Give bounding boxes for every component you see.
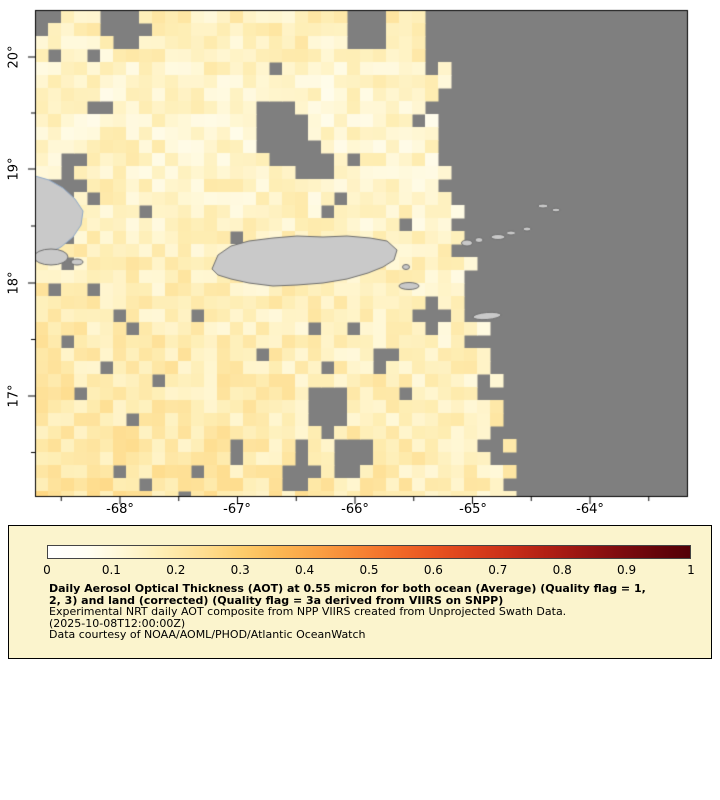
x-axis-label-minus67deg: -67°	[223, 502, 251, 517]
x-axis-label-minus64deg: -64°	[576, 502, 604, 517]
x-axis-label-minus65deg: -65°	[459, 502, 487, 517]
colorbar-tick-label: 0.7	[488, 563, 508, 577]
colorbar-tick-label: 0.6	[423, 563, 443, 577]
y-axis-label-17deg: 17°	[6, 384, 22, 408]
y-axis-label-20deg: 20°	[6, 45, 22, 69]
x-axis-label-minus66deg: -66°	[341, 502, 369, 517]
colorbar-scale: 0 0.1 0.2 0.3 0.4 0.5 0.6 0.7 0.8 0.9 1	[43, 563, 695, 577]
legend-credit: Data courtesy of NOAA/AOML/PHOD/Atlantic…	[49, 628, 366, 642]
colorbar-tick-label: 0.8	[552, 563, 572, 577]
x-axis-label-minus68deg: -68°	[106, 502, 134, 517]
y-axis-label-18deg: 18°	[6, 271, 22, 295]
colorbar-tick-label: 0	[43, 563, 51, 577]
colorbar-tick-label: 0.1	[101, 563, 121, 577]
colorbar-tick-label: 0.2	[166, 563, 186, 577]
legend-timestamp: (2025-10-08T12:00:00Z)	[49, 616, 186, 630]
legend-title-line2: 2, 3) and land (corrected) (Quality flag…	[49, 593, 504, 607]
legend-caption: Daily Aerosol Optical Thickness (AOT) at…	[49, 583, 705, 641]
legend-panel: 0 0.1 0.2 0.3 0.4 0.5 0.6 0.7 0.8 0.9 1 …	[8, 525, 712, 659]
colorbar-tick-label: 1	[687, 563, 695, 577]
aot-map-canvas	[0, 0, 720, 518]
legend-title-line1: Daily Aerosol Optical Thickness (AOT) at…	[49, 582, 646, 595]
colorbar-tick-label: 0.5	[359, 563, 379, 577]
colorbar-tick-label: 0.9	[617, 563, 637, 577]
colorbar-gradient	[47, 545, 691, 559]
legend-subtitle: Experimental NRT daily AOT composite fro…	[49, 605, 567, 619]
colorbar-tick-label: 0.3	[230, 563, 250, 577]
y-axis-label-19deg: 19°	[6, 157, 22, 181]
colorbar-tick-label: 0.4	[295, 563, 315, 577]
